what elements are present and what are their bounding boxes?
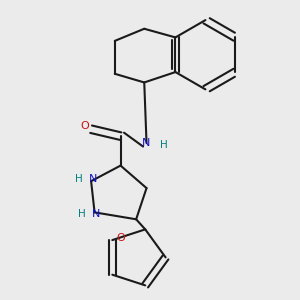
Text: N: N xyxy=(142,138,151,148)
Text: O: O xyxy=(80,122,89,131)
Text: O: O xyxy=(117,233,125,243)
Text: N: N xyxy=(92,209,100,219)
Text: H: H xyxy=(160,140,168,150)
Text: H: H xyxy=(78,209,86,219)
Text: N: N xyxy=(89,174,97,184)
Text: H: H xyxy=(75,174,83,184)
